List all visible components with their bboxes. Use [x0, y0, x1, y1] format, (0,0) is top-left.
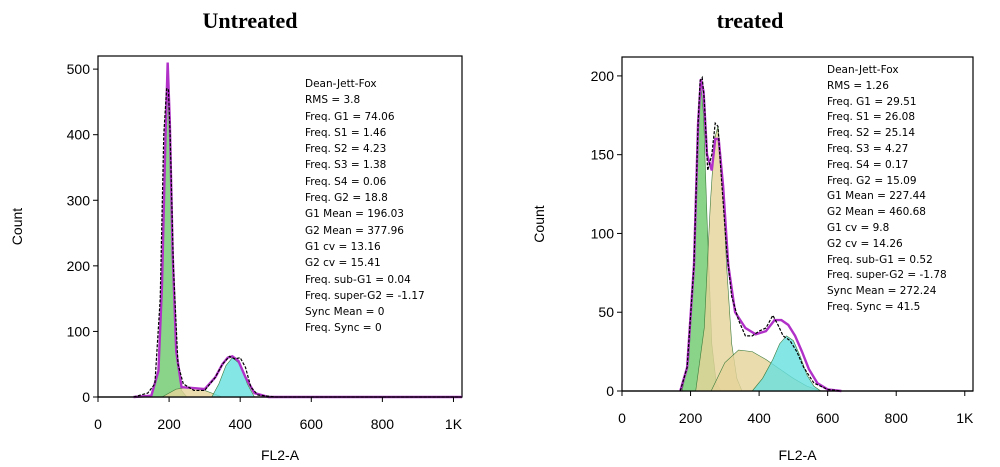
stat-line: Freq. Sync = 41.5 — [827, 300, 921, 313]
stat-line: G2 Mean = 460.68 — [827, 206, 926, 219]
histogram-plot: 0 50 100 150 200 0 200 400 600 800 1K FL2-A Count — [531, 56, 974, 463]
stat-line: Freq. S2 = 25.14 — [827, 127, 916, 140]
stat-line: Freq. G2 = 15.09 — [827, 174, 917, 187]
histogram-plot: 0 100 200 300 400 500 0 200 400 600 800 1K FL2-A Coun… — [9, 55, 463, 463]
x-axis-label: FL2-A — [261, 447, 300, 463]
x-tick-label: 0 — [94, 416, 102, 432]
x-tick-label: 400 — [229, 416, 253, 432]
y-tick-label: 0 — [606, 383, 614, 399]
component-g2 — [751, 335, 822, 392]
stat-line: G2 cv = 14.26 — [827, 237, 903, 250]
x-tick-label: 800 — [885, 410, 909, 426]
x-tick-label: 400 — [747, 410, 771, 426]
x-tick-label: 0 — [618, 410, 626, 426]
stat-line: Freq. S3 = 4.27 — [827, 142, 909, 155]
y-tick-label: 400 — [67, 127, 91, 143]
stat-line: G1 cv = 9.8 — [827, 221, 890, 234]
x-tick-label: 1K — [956, 410, 974, 426]
stat-line: Freq. S1 = 26.08 — [827, 111, 916, 124]
stat-line: Dean-Jett-Fox — [827, 64, 899, 76]
chart-title: Untreated — [202, 8, 298, 33]
stat-line: Sync Mean = 0 — [305, 306, 385, 319]
stat-line: RMS = 3.8 — [305, 94, 361, 107]
stat-line: Freq. S2 = 4.23 — [305, 143, 387, 156]
y-tick-label: 200 — [591, 68, 615, 84]
y-tick-label: 100 — [67, 323, 91, 339]
histogram-curve — [133, 88, 462, 398]
x-tick-label: 600 — [816, 410, 840, 426]
stat-line: Freq. G1 = 74.06 — [305, 110, 395, 123]
y-tick-label: 100 — [591, 225, 615, 241]
stat-line: Freq. super-G2 = -1.78 — [827, 269, 947, 282]
stat-line: Sync Mean = 272.24 — [827, 285, 937, 298]
stat-line: RMS = 1.26 — [827, 79, 889, 92]
stat-line: Freq. super-G2 = -1.17 — [305, 289, 425, 302]
chart-panel-untreated: Untreated 0 100 200 300 400 500 0 200 400 600 800 1… — [9, 8, 463, 463]
fit-statistics: Dean-Jett-Fox RMS = 3.8 Freq. G1 = 74.06 Fr… — [305, 76, 425, 337]
stat-line: Dean-Jett-Fox — [305, 78, 377, 90]
component-g2 — [211, 357, 255, 398]
y-axis-label: Count — [531, 205, 547, 242]
stat-line: G2 cv = 15.41 — [305, 257, 381, 270]
stat-line: Freq. S4 = 0.17 — [827, 158, 909, 171]
x-tick-label: 600 — [300, 416, 324, 432]
chart-title: treated — [716, 8, 784, 33]
stat-line: Freq. G2 = 18.8 — [305, 192, 388, 205]
chart-panel-treated: treated 0 50 100 150 200 0 200 400 600 800 1K FL2-A… — [500, 0, 1000, 467]
y-axis-label: Count — [9, 208, 25, 245]
x-tick-label: 1K — [445, 416, 463, 432]
stat-line: G2 Mean = 377.96 — [305, 224, 404, 237]
x-axis-label: FL2-A — [778, 447, 817, 463]
x-tick-label: 200 — [157, 416, 181, 432]
stat-line: Freq. S1 = 1.46 — [305, 126, 387, 139]
stat-line: Freq. G1 = 29.51 — [827, 95, 917, 108]
stat-line: Freq. sub-G1 = 0.52 — [827, 253, 933, 266]
y-tick-label: 150 — [591, 147, 615, 163]
x-tick-label: 800 — [371, 416, 395, 432]
stat-line: G1 cv = 13.16 — [305, 240, 381, 253]
y-tick-label: 50 — [598, 304, 614, 320]
stat-line: Freq. S3 = 1.38 — [305, 159, 387, 172]
y-tick-label: 200 — [67, 258, 91, 274]
x-tick-label: 200 — [679, 410, 703, 426]
stat-line: G1 Mean = 196.03 — [305, 208, 404, 221]
stat-line: Freq. sub-G1 = 0.04 — [305, 273, 411, 286]
histogram-curve — [679, 75, 842, 392]
stat-line: Freq. Sync = 0 — [305, 322, 382, 335]
stat-line: Freq. S4 = 0.06 — [305, 175, 387, 188]
fit-statistics: Dean-Jett-Fox RMS = 1.26 Freq. G1 = 29.51 F… — [827, 63, 947, 316]
stat-line: G1 Mean = 227.44 — [827, 190, 926, 203]
y-tick-label: 0 — [82, 389, 90, 405]
y-tick-label: 500 — [67, 61, 91, 77]
y-tick-label: 300 — [67, 192, 91, 208]
